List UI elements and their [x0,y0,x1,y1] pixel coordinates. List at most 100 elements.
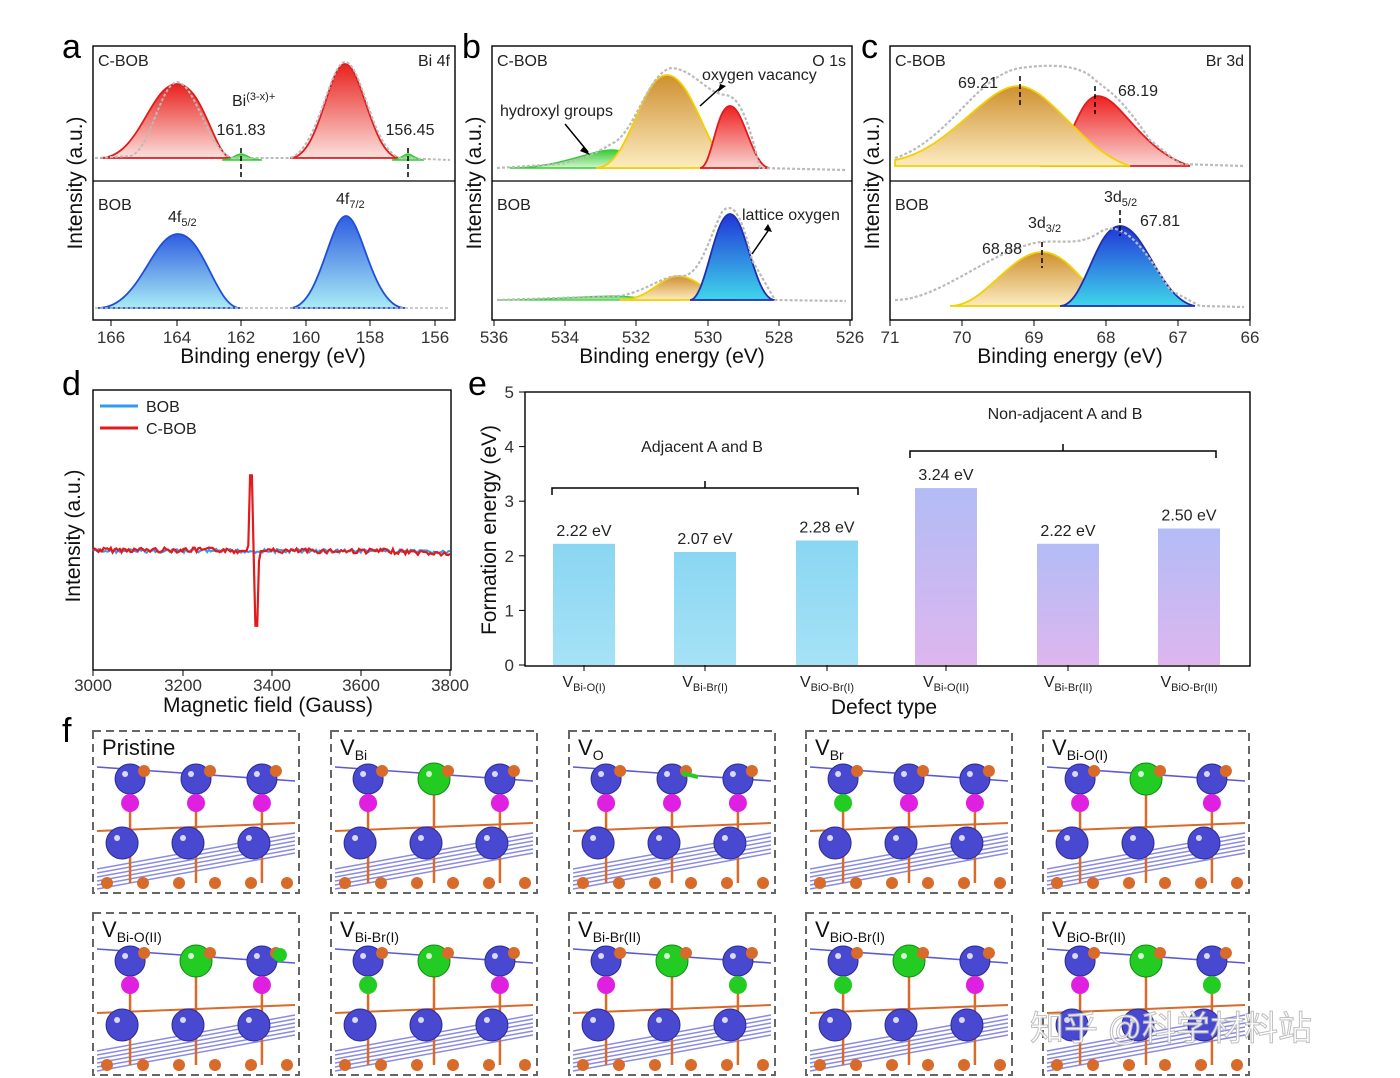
f-atom-low-1-1 [409,826,443,860]
d-xticks: 3000 3200 3400 3600 3800 [74,670,469,695]
panel-d: d BOB C-BOB 3000 3200 3400 3600 3800 Mag… [62,365,469,717]
panel-a-top-sample: C-BOB [98,53,149,70]
f-cell-3: VBr [805,730,1013,894]
panel-b-bottom-sample: BOB [497,197,531,214]
d-xlabel: Magnetic field (Gauss) [163,694,373,717]
f-atom-low-2-0 [581,826,615,860]
f-atom-bo-0-4 [245,877,257,889]
f-cell-frame-2 [568,730,776,894]
f-atom-br-8-0 [834,976,853,994]
f-cell-label-7: VBi-Br(II) [578,917,641,945]
e-bracket-nonadjacent [909,444,1217,458]
panel-c-label: c [861,28,878,66]
e-bar-5 [1158,528,1220,665]
e-ytick-0: 0 [505,656,514,675]
f-atom-bo-3-0 [814,877,826,889]
f-cell-frame-7 [568,912,776,1076]
f-cell-6: VBi-Br(I) [330,912,538,1076]
c-xtick-5: 66 [1241,328,1260,347]
a-label-4f52: 4f5/2 [168,209,197,229]
e-group-nonadjacent: Non-adjacent A and B [988,406,1143,423]
f-atom-o-8-2 [982,947,995,959]
f-atom-low-6-1 [409,1008,443,1042]
f-atom-low-9-0 [1055,1008,1089,1042]
f-atom-bo-0-0 [101,877,113,889]
f-atom-bo-9-5 [1231,1059,1243,1071]
e-ytick-5: 5 [505,383,514,402]
f-atom-bo-1-1 [375,877,387,889]
a-bottom-peak-4f72 [289,215,406,309]
f-atom-bo-1-2 [411,877,423,889]
f-atom-bo-8-0 [814,1059,826,1071]
f-atom-o-8-0 [851,947,864,959]
f-atom-low-8-1 [884,1008,918,1042]
d-xtick-3: 3600 [342,676,380,695]
f-atom-br-1-0 [359,794,378,812]
panel-b-top-sample: C-BOB [497,53,548,70]
f-atom-bo-2-0 [577,877,589,889]
f-cell-frame-1 [330,730,538,894]
f-atom-br-0-0 [121,794,140,812]
f-atom-low-4-2 [1187,826,1221,860]
panel-c-bottom-sample: BOB [895,197,929,214]
a-xtick-1: 164 [163,328,191,347]
f-atom-o-9-1 [1154,947,1166,959]
b-label-hydroxyl: hydroxyl groups [500,103,613,120]
e-xtick-2: VBiO-Br(I) [800,674,854,694]
f-cell-8: VBiO-Br(I) [805,912,1013,1076]
f-atom-bo-9-3 [1159,1059,1171,1071]
f-atom-br-5-0 [121,976,140,994]
f-atom-low-5-0 [105,1008,139,1042]
b-xtick-1: 534 [551,328,579,347]
panel-a-region: Bi 4f [418,53,451,70]
b-xticks: 536 534 532 530 528 526 [480,320,864,347]
d-xtick-2: 3400 [253,676,291,695]
f-atom-o-5-0 [138,947,151,959]
c-xtick-2: 69 [1025,328,1044,347]
f-atom-low-6-0 [343,1008,377,1042]
a-label-156: 156.45 [386,122,435,139]
f-atom-low-2-2 [713,826,747,860]
e-xtick-1: VBi-Br(I) [682,674,728,694]
f-atom-o-6-0 [376,947,389,959]
f-atom-o-4-0 [1088,765,1101,777]
f-atom-bo-4-2 [1123,877,1135,889]
f-atom-low-1-0 [343,826,377,860]
f-cell-frame-6 [330,912,538,1076]
b-xtick-2: 532 [622,328,650,347]
panel-f-label: f [62,712,72,750]
f-atom-low-8-2 [950,1008,984,1042]
f-cell-frame-9 [1042,912,1250,1076]
c-bottom-peak-6781 [1059,225,1196,307]
e-value-label-4: 2.22 eV [1040,523,1095,540]
f-atom-br-0-1 [187,794,205,812]
f-atom-bo-7-5 [757,1059,769,1071]
c-xticks: 71 70 69 68 67 66 [881,320,1260,347]
f-atom-bo-1-4 [483,877,495,889]
f-atom-bo-6-4 [483,1059,495,1071]
watermark: 知乎 @科学材料站 [1030,1010,1312,1048]
f-atom-br-3-2 [965,794,984,812]
b-arrow-lattice [751,227,771,255]
f-atom-bo-2-5 [757,877,769,889]
b-xtick-5: 526 [836,328,864,347]
c-label-6781: 67.81 [1140,213,1180,230]
e-bar-4 [1037,543,1099,665]
panel-d-label: d [62,365,81,403]
f-atom-o-7-0 [614,947,627,959]
c-xtick-4: 67 [1169,328,1188,347]
f-cell-4: VBi-O(I) [1042,730,1250,894]
f-cell-7: VBi-Br(II) [568,912,776,1076]
f-atom-bo-7-4 [721,1059,733,1071]
f-cell-0: Pristine [92,730,300,894]
f-atom-bo-7-0 [577,1059,589,1071]
f-atom-o-5-1 [204,947,216,959]
b-xtick-3: 530 [694,328,722,347]
b-arrowhead-hydroxyl [580,146,590,155]
a-xtick-4: 158 [356,328,384,347]
f-atom-o-7-1 [680,947,692,959]
f-atom-br-2-2 [728,794,747,812]
f-atom-bo-3-3 [922,877,934,889]
b-ylabel: Intensity (a.u.) [463,116,486,249]
f-atom-low-0-1 [171,826,205,860]
